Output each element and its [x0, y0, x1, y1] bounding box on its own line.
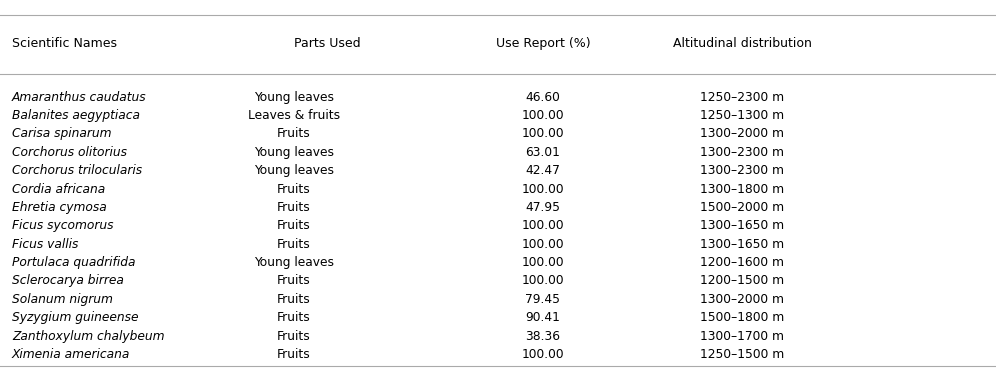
Text: Young leaves: Young leaves: [254, 256, 334, 269]
Text: 1300–2000 m: 1300–2000 m: [700, 293, 784, 306]
Text: Portulaca quadrifida: Portulaca quadrifida: [12, 256, 135, 269]
Text: 79.45: 79.45: [525, 293, 561, 306]
Text: Cordia africana: Cordia africana: [12, 182, 106, 195]
Text: 1500–1800 m: 1500–1800 m: [700, 311, 784, 324]
Text: 1250–1500 m: 1250–1500 m: [700, 348, 784, 361]
Text: Young leaves: Young leaves: [254, 146, 334, 159]
Text: 100.00: 100.00: [522, 275, 564, 287]
Text: Carisa spinarum: Carisa spinarum: [12, 127, 112, 140]
Text: Sclerocarya birrea: Sclerocarya birrea: [12, 275, 124, 287]
Text: Fruits: Fruits: [277, 127, 311, 140]
Text: 1300–1650 m: 1300–1650 m: [700, 219, 784, 232]
Text: 100.00: 100.00: [522, 348, 564, 361]
Text: Corchorus olitorius: Corchorus olitorius: [12, 146, 126, 159]
Text: 1300–2000 m: 1300–2000 m: [700, 127, 784, 140]
Text: Altitudinal distribution: Altitudinal distribution: [672, 37, 812, 50]
Text: Balanites aegyptiaca: Balanites aegyptiaca: [12, 109, 140, 122]
Text: Fruits: Fruits: [277, 275, 311, 287]
Text: Young leaves: Young leaves: [254, 164, 334, 177]
Text: Fruits: Fruits: [277, 348, 311, 361]
Text: Scientific Names: Scientific Names: [12, 37, 117, 50]
Text: 1250–2300 m: 1250–2300 m: [700, 91, 784, 104]
Text: Young leaves: Young leaves: [254, 91, 334, 104]
Text: Corchorus trilocularis: Corchorus trilocularis: [12, 164, 142, 177]
Text: 1200–1600 m: 1200–1600 m: [700, 256, 784, 269]
Text: 1300–1650 m: 1300–1650 m: [700, 238, 784, 250]
Text: 47.95: 47.95: [525, 201, 561, 214]
Text: 63.01: 63.01: [525, 146, 561, 159]
Text: 1250–1300 m: 1250–1300 m: [700, 109, 784, 122]
Text: 38.36: 38.36: [525, 330, 561, 343]
Text: Ficus vallis: Ficus vallis: [12, 238, 79, 250]
Text: 100.00: 100.00: [522, 238, 564, 250]
Text: Parts Used: Parts Used: [294, 37, 361, 50]
Text: Solanum nigrum: Solanum nigrum: [12, 293, 113, 306]
Text: Syzygium guineense: Syzygium guineense: [12, 311, 138, 324]
Text: 100.00: 100.00: [522, 182, 564, 195]
Text: Fruits: Fruits: [277, 219, 311, 232]
Text: Leaves & fruits: Leaves & fruits: [248, 109, 340, 122]
Text: 1300–1700 m: 1300–1700 m: [700, 330, 784, 343]
Text: Amaranthus caudatus: Amaranthus caudatus: [12, 91, 146, 104]
Text: Fruits: Fruits: [277, 293, 311, 306]
Text: 1300–2300 m: 1300–2300 m: [700, 164, 784, 177]
Text: 100.00: 100.00: [522, 109, 564, 122]
Text: 100.00: 100.00: [522, 256, 564, 269]
Text: 100.00: 100.00: [522, 219, 564, 232]
Text: 100.00: 100.00: [522, 127, 564, 140]
Text: Fruits: Fruits: [277, 330, 311, 343]
Text: 90.41: 90.41: [525, 311, 561, 324]
Text: Fruits: Fruits: [277, 201, 311, 214]
Text: 46.60: 46.60: [525, 91, 561, 104]
Text: 1300–1800 m: 1300–1800 m: [700, 182, 784, 195]
Text: Ximenia americana: Ximenia americana: [12, 348, 130, 361]
Text: Fruits: Fruits: [277, 238, 311, 250]
Text: 1500–2000 m: 1500–2000 m: [700, 201, 784, 214]
Text: Ficus sycomorus: Ficus sycomorus: [12, 219, 114, 232]
Text: Zanthoxylum chalybeum: Zanthoxylum chalybeum: [12, 330, 164, 343]
Text: 1300–2300 m: 1300–2300 m: [700, 146, 784, 159]
Text: Ehretia cymosa: Ehretia cymosa: [12, 201, 107, 214]
Text: Fruits: Fruits: [277, 182, 311, 195]
Text: Fruits: Fruits: [277, 311, 311, 324]
Text: 1200–1500 m: 1200–1500 m: [700, 275, 784, 287]
Text: Use Report (%): Use Report (%): [495, 37, 591, 50]
Text: 42.47: 42.47: [525, 164, 561, 177]
